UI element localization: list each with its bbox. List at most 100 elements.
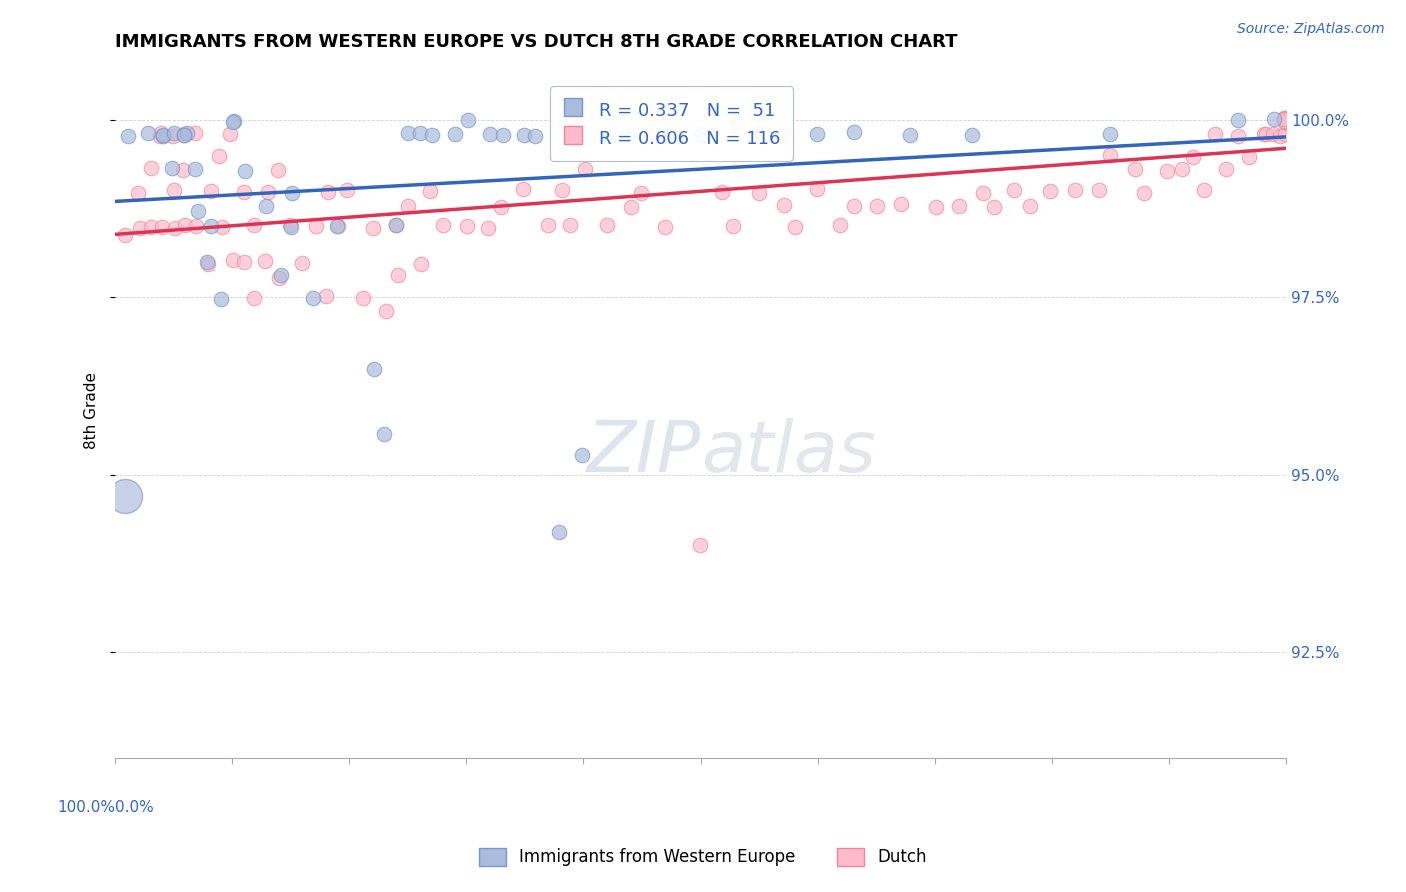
Point <box>373 427 395 442</box>
Point <box>315 289 337 303</box>
Point <box>773 128 796 142</box>
Point <box>1133 186 1156 200</box>
Point <box>1039 184 1062 198</box>
Point <box>184 219 207 234</box>
Legend: Immigrants from Western Europe, Dutch: Immigrants from Western Europe, Dutch <box>472 841 934 873</box>
Point <box>1277 115 1299 129</box>
Point <box>783 220 806 235</box>
Point <box>326 219 349 233</box>
Point <box>280 219 302 234</box>
Point <box>162 129 184 144</box>
Point <box>396 126 419 140</box>
Point <box>1270 128 1292 143</box>
Point <box>1274 113 1296 128</box>
Point <box>960 128 983 143</box>
Point <box>149 128 172 143</box>
Point <box>558 218 581 232</box>
Point <box>361 220 384 235</box>
Point <box>617 127 640 141</box>
Point <box>1277 113 1299 128</box>
Point <box>630 186 652 200</box>
Point <box>1261 127 1284 141</box>
Point <box>1204 128 1226 142</box>
Point <box>1274 114 1296 128</box>
Point <box>620 200 643 214</box>
Point <box>187 203 209 218</box>
Text: IMMIGRANTS FROM WESTERN EUROPE VS DUTCH 8TH GRADE CORRELATION CHART: IMMIGRANTS FROM WESTERN EUROPE VS DUTCH … <box>115 33 957 51</box>
Point <box>336 183 359 197</box>
Point <box>219 128 242 142</box>
Point <box>326 219 349 233</box>
Point <box>1237 151 1260 165</box>
Point <box>1277 112 1299 127</box>
Point <box>200 184 222 198</box>
Point <box>1274 127 1296 141</box>
Point <box>173 127 195 141</box>
Point <box>1192 183 1215 197</box>
Point <box>209 293 232 307</box>
Point <box>150 126 173 140</box>
Point <box>972 186 994 200</box>
Point <box>806 182 828 196</box>
Point <box>1215 161 1237 176</box>
Point <box>254 199 277 213</box>
Point <box>1087 182 1109 196</box>
Point <box>723 219 745 233</box>
Point <box>233 255 256 269</box>
Point <box>152 128 174 142</box>
Point <box>550 183 572 197</box>
Point <box>1275 112 1298 126</box>
Point <box>1064 182 1087 196</box>
Point <box>1272 112 1295 126</box>
Point <box>1275 115 1298 129</box>
Point <box>1274 112 1296 126</box>
Point <box>127 186 149 200</box>
Point <box>478 127 501 141</box>
Point <box>163 126 186 140</box>
Text: atlas: atlas <box>700 418 875 487</box>
Point <box>176 126 198 140</box>
Point <box>374 304 396 318</box>
Point <box>1018 199 1040 213</box>
Point <box>537 218 560 232</box>
Point <box>211 219 233 234</box>
Point <box>492 128 515 143</box>
Point <box>184 162 207 177</box>
Point <box>152 128 174 143</box>
Point <box>139 219 162 234</box>
Point <box>141 161 163 175</box>
Point <box>222 115 245 129</box>
Y-axis label: 8th Grade: 8th Grade <box>84 373 100 450</box>
Text: ZIP: ZIP <box>586 418 700 487</box>
Point <box>385 218 408 232</box>
Point <box>983 200 1005 214</box>
Point <box>269 271 291 285</box>
Point <box>866 199 889 213</box>
Point <box>1171 162 1194 177</box>
Point <box>1274 113 1296 128</box>
Point <box>150 219 173 234</box>
Point <box>842 125 865 139</box>
Point <box>1277 114 1299 128</box>
Point <box>523 129 546 144</box>
Point <box>195 254 218 268</box>
Point <box>1256 128 1278 142</box>
Point <box>173 128 195 142</box>
Point <box>420 128 443 142</box>
Point <box>898 128 921 142</box>
Point <box>1274 114 1296 128</box>
Point <box>409 257 432 271</box>
Point <box>1098 128 1121 142</box>
Point <box>352 292 374 306</box>
Point <box>1274 112 1296 126</box>
Point <box>828 218 851 232</box>
Point <box>243 291 266 305</box>
Point <box>1272 112 1295 127</box>
Point <box>233 163 256 178</box>
Point <box>512 182 534 196</box>
Point <box>456 219 478 233</box>
Point <box>385 218 408 232</box>
Point <box>270 268 292 282</box>
Point <box>1277 115 1299 129</box>
Point <box>301 291 323 305</box>
